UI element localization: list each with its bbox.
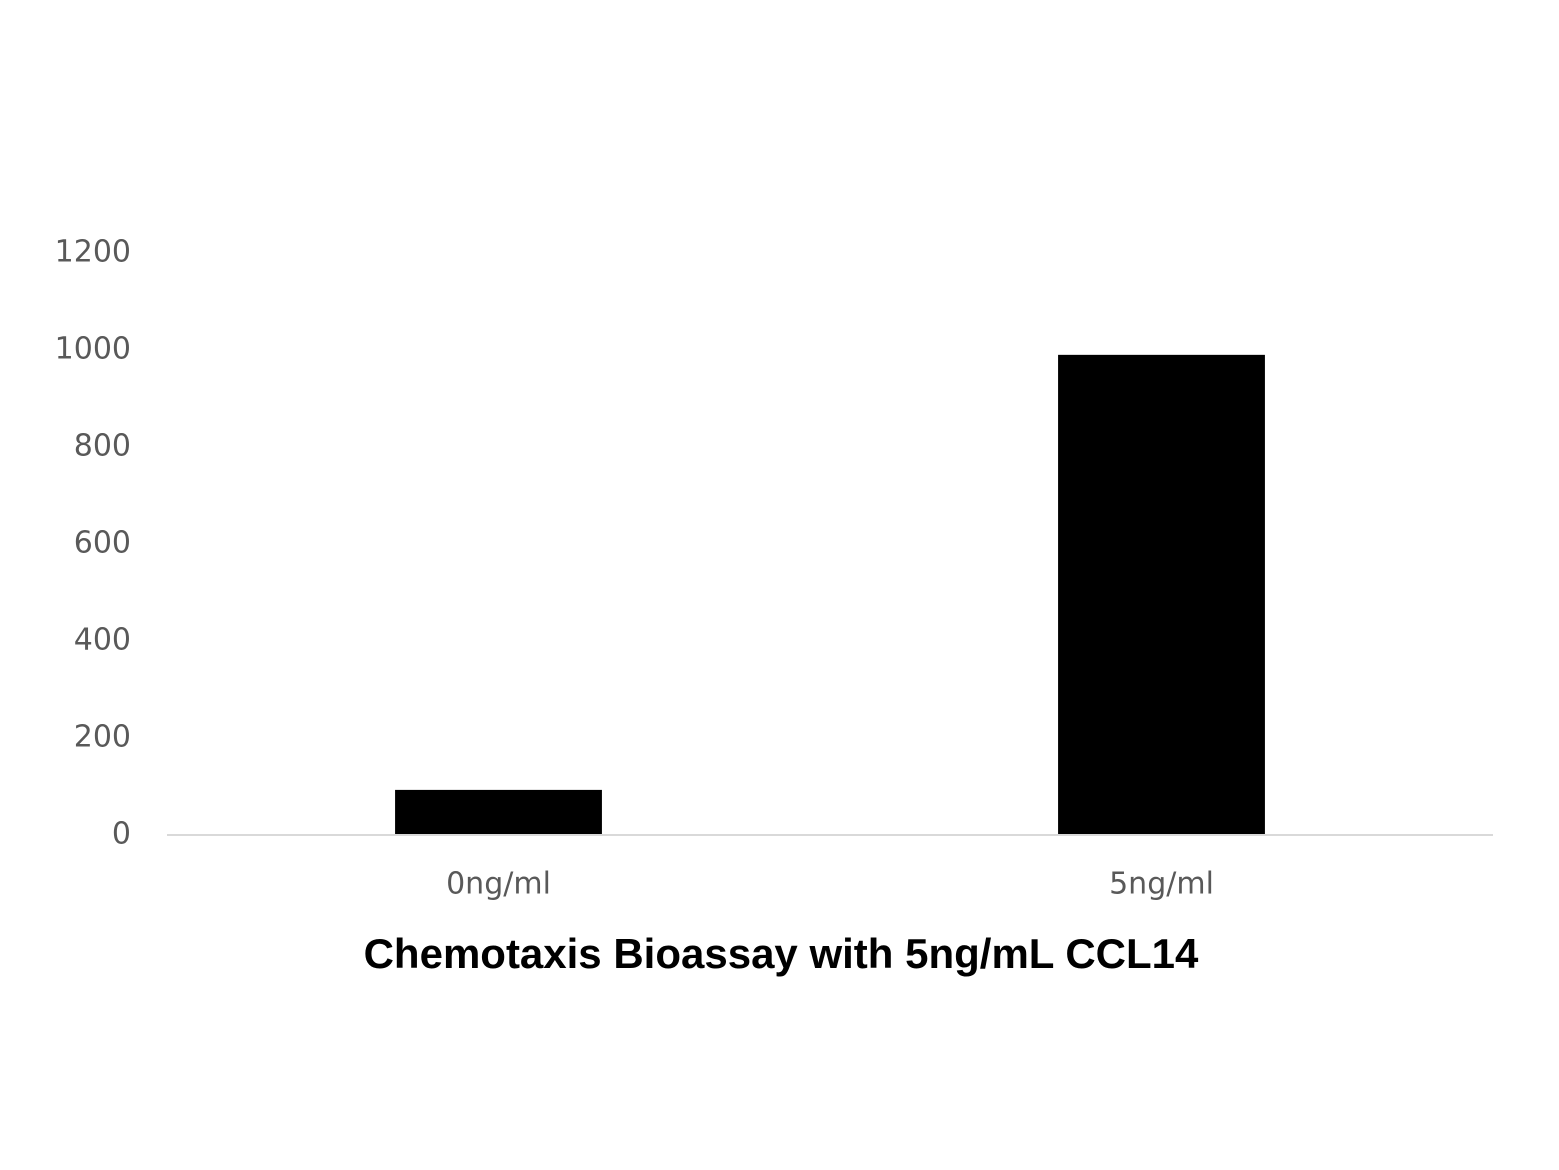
y-tick-label: 800 — [74, 429, 131, 464]
y-tick-label: 1200 — [55, 235, 131, 270]
x-tick-label: 5ng/ml — [1109, 867, 1214, 902]
y-tick-label: 400 — [74, 623, 131, 658]
y-tick-label: 600 — [74, 526, 131, 561]
chart-title: Chemotaxis Bioassay with 5ng/mL CCL14 — [364, 930, 1199, 977]
y-tick-label: 200 — [74, 720, 131, 755]
bar — [395, 789, 602, 835]
y-tick-label: 1000 — [55, 332, 131, 367]
bar — [1058, 354, 1265, 835]
y-tick-label: 0 — [112, 817, 131, 852]
x-tick-label: 0ng/ml — [446, 867, 551, 902]
